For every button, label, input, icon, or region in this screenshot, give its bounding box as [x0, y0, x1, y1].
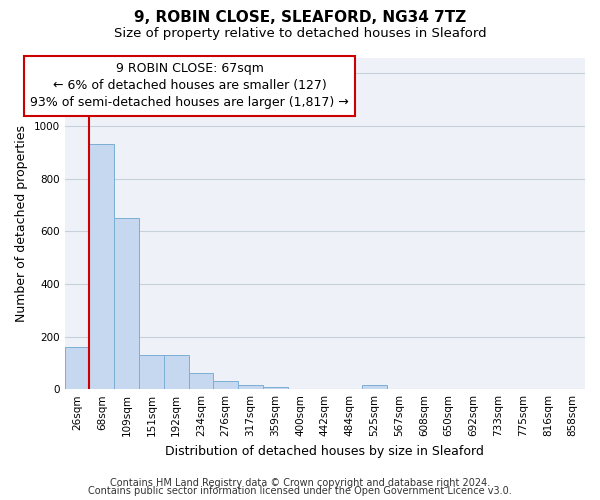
- Text: Contains HM Land Registry data © Crown copyright and database right 2024.: Contains HM Land Registry data © Crown c…: [110, 478, 490, 488]
- Y-axis label: Number of detached properties: Number of detached properties: [15, 125, 28, 322]
- Bar: [65, 347, 89, 389]
- Bar: [238, 386, 263, 389]
- Bar: [164, 356, 188, 389]
- Text: Size of property relative to detached houses in Sleaford: Size of property relative to detached ho…: [113, 28, 487, 40]
- Bar: [89, 144, 114, 389]
- Text: 9 ROBIN CLOSE: 67sqm
← 6% of detached houses are smaller (127)
93% of semi-detac: 9 ROBIN CLOSE: 67sqm ← 6% of detached ho…: [30, 62, 349, 110]
- Bar: [214, 382, 238, 389]
- Bar: [362, 386, 387, 389]
- Bar: [114, 218, 139, 389]
- Bar: [263, 386, 287, 389]
- Text: Contains public sector information licensed under the Open Government Licence v3: Contains public sector information licen…: [88, 486, 512, 496]
- Bar: [188, 374, 214, 389]
- Bar: [139, 356, 164, 389]
- X-axis label: Distribution of detached houses by size in Sleaford: Distribution of detached houses by size …: [166, 444, 484, 458]
- Text: 9, ROBIN CLOSE, SLEAFORD, NG34 7TZ: 9, ROBIN CLOSE, SLEAFORD, NG34 7TZ: [134, 10, 466, 25]
